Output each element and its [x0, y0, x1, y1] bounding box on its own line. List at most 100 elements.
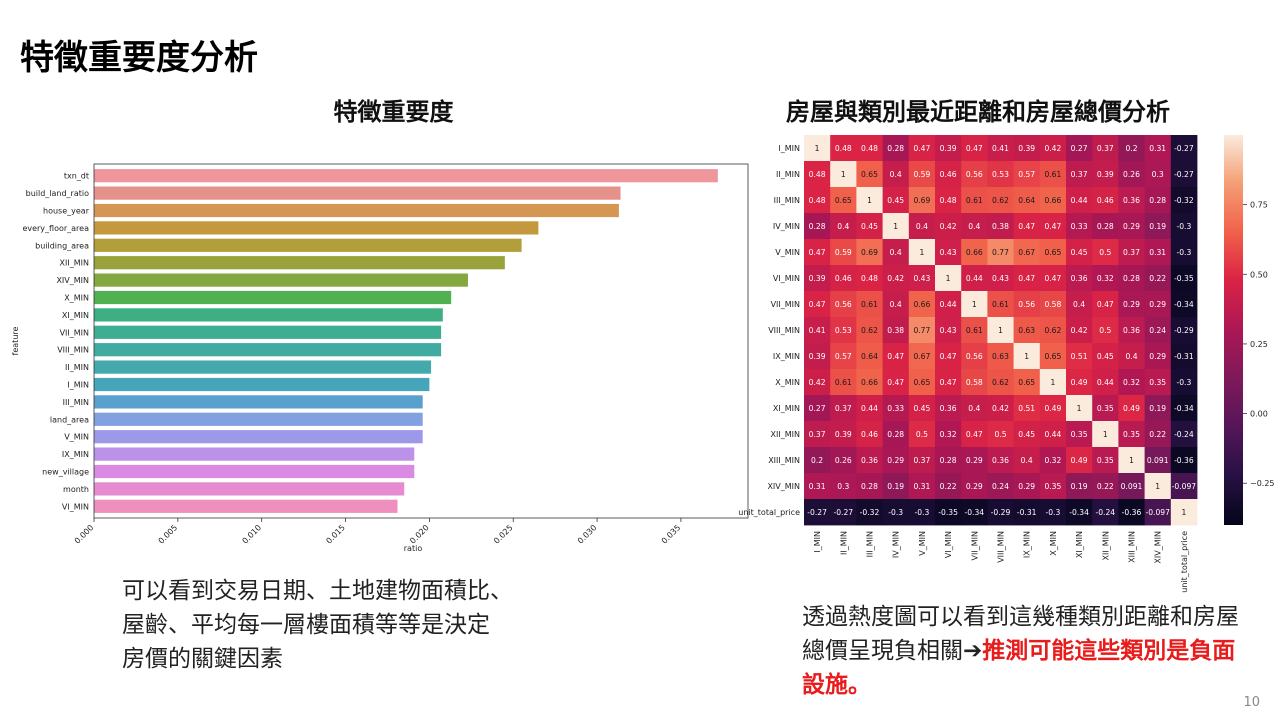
cell-value: 0.41: [992, 144, 1009, 153]
caption-highlight-text: 推測可能這些類別是負面設施。: [802, 638, 1236, 698]
cell-value: 0.2: [811, 456, 823, 465]
heatmap-cell: [1144, 421, 1172, 448]
heatmap-cell: [830, 317, 857, 344]
cell-value: 0.44: [1071, 196, 1088, 205]
cell-value: 0.47: [913, 144, 930, 153]
heatmap-cell: [804, 317, 831, 344]
cell-value: 0.5: [916, 430, 928, 439]
heatmap-cell: [856, 421, 883, 448]
cell-value: 0.27: [1071, 144, 1088, 153]
cell-value: 0.28: [1149, 196, 1166, 205]
cell-value: 1: [1129, 456, 1134, 465]
cell-value: 0.64: [861, 352, 878, 361]
cell-value: 0.19: [1149, 222, 1166, 231]
cell-value: 0.58: [966, 378, 983, 387]
cell-value: 0.37: [1097, 144, 1114, 153]
heatmap-cell: [1066, 343, 1093, 370]
caption-line: 可以看到交易日期、土地建物面積比、: [122, 578, 513, 604]
cell-value: 0.28: [1123, 274, 1140, 283]
cell-value: 1: [815, 144, 820, 153]
heatmap-cell: [1118, 291, 1145, 318]
row-label: VIII_MIN: [768, 326, 800, 335]
heatmap-cell: [1039, 499, 1067, 526]
cell-value: 1: [1181, 508, 1186, 517]
cell-value: 0.39: [1097, 170, 1114, 179]
heatmap-cell: [1144, 473, 1172, 500]
heatmap-cell: [1066, 265, 1093, 292]
heatmap-cell: [856, 161, 883, 188]
heatmap-cell: [935, 291, 962, 318]
heatmap-cell: [961, 421, 988, 448]
cell-value: 0.46: [835, 274, 852, 283]
heatmap-cell: [935, 421, 962, 448]
column-label: VII_MIN: [970, 531, 979, 560]
heatmap-cell: [1144, 343, 1172, 370]
cell-value: 0.28: [887, 430, 904, 439]
heatmap-cell: [882, 447, 910, 474]
heatmap-cell: [804, 135, 831, 162]
column-label: XIII_MIN: [1128, 531, 1137, 563]
bar-building_area: [94, 238, 522, 252]
cell-value: 0.46: [861, 430, 878, 439]
heatmap-cell: [804, 187, 831, 214]
cell-value: -0.3: [914, 508, 929, 517]
cell-value: 0.091: [1121, 482, 1143, 491]
cell-value: -0.34: [1174, 300, 1194, 309]
x-tick-label: 0.025: [492, 523, 515, 546]
cell-value: 0.22: [1149, 274, 1166, 283]
cell-value: 0.31: [1149, 144, 1166, 153]
cell-value: 0.42: [809, 378, 826, 387]
heatmap-cell: [1144, 161, 1172, 188]
heatmap-cell: [882, 135, 910, 162]
cell-value: -0.36: [1122, 508, 1142, 517]
cell-value: 0.091: [1147, 456, 1169, 465]
heatmap-cell: [856, 239, 883, 266]
heatmap-cell: [1170, 187, 1198, 214]
cell-value: 0.35: [1044, 482, 1061, 491]
cell-value: 0.62: [861, 326, 878, 335]
heatmap-cell: [882, 421, 910, 448]
cell-value: 0.37: [913, 456, 930, 465]
cell-value: -0.24: [1174, 430, 1194, 439]
cell-value: 0.32: [1097, 274, 1114, 283]
heatmap-cell: [961, 317, 988, 344]
heatmap-cell: [908, 317, 936, 344]
cell-value: 0.64: [1018, 196, 1035, 205]
cell-value: -0.31: [1017, 508, 1037, 517]
colorbar-tick-label: 0.25: [1250, 340, 1268, 349]
y-tick-label: land_area: [50, 415, 89, 424]
heatmap-cell: [1170, 161, 1198, 188]
heatmap-cell: [1118, 265, 1145, 292]
heatmap-cell: [1118, 135, 1145, 162]
row-label: I_MIN: [778, 144, 800, 153]
y-tick-label: every_floor_area: [22, 224, 89, 233]
cell-value: 0.4: [890, 248, 902, 257]
x-tick-label: 0.020: [408, 523, 431, 546]
cell-value: 0.3: [1152, 170, 1164, 179]
heatmap-cell: [1066, 135, 1093, 162]
cell-value: 0.39: [809, 352, 826, 361]
heatmap-cell: [961, 499, 988, 526]
caption-line: 屋齡、平均每一層樓面積等等是決定: [122, 612, 490, 638]
cell-value: 0.61: [835, 378, 852, 387]
bar-XIV_MIN: [94, 273, 468, 287]
heatmap-cell: [935, 499, 962, 526]
cell-value: 0.65: [913, 378, 930, 387]
heatmap-cell: [882, 187, 910, 214]
cell-value: 0.44: [861, 404, 878, 413]
row-label: V_MIN: [775, 248, 800, 257]
cell-value: 1: [1050, 378, 1055, 387]
heatmap-cell: [935, 239, 962, 266]
cell-value: 0.22: [940, 482, 957, 491]
heatmap-cell: [882, 473, 910, 500]
y-tick-label: VI_MIN: [62, 502, 89, 511]
cell-value: -0.36: [1174, 456, 1194, 465]
heatmap-cell: [1013, 473, 1041, 500]
heatmap-cell: [1118, 473, 1145, 500]
heatmap-cell: [1118, 421, 1145, 448]
heatmap-cell: [1013, 369, 1041, 396]
heatmap-cell: [882, 161, 910, 188]
heatmap-cell: [1013, 447, 1041, 474]
cell-value: -0.29: [991, 508, 1011, 517]
cell-value: 0.57: [1018, 170, 1035, 179]
